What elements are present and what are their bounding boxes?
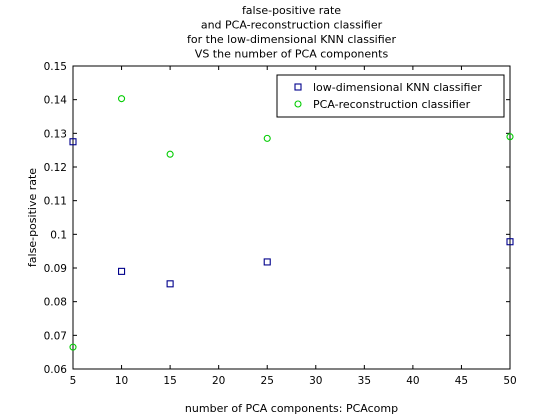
legend-label: PCA-reconstruction classifier [313, 98, 471, 111]
pca-reconstruction-point [506, 133, 514, 141]
y-axis-ticks: 0.06 0.07 0.08 0.09 0.1 0.11 0.12 0.13 0.14 0.15 [44, 61, 510, 376]
y-tick-label: 0.08 [44, 297, 67, 309]
chart-title-line: VS the number of PCA components [195, 48, 389, 61]
y-axis-label: false-positive rate [26, 168, 39, 267]
y-tick-label: 0.06 [44, 364, 68, 376]
pca-reconstruction-point [69, 343, 77, 351]
x-tick-label: 45 [455, 375, 468, 387]
y-tick-label: 0.13 [44, 128, 67, 140]
x-tick-label: 15 [163, 375, 176, 387]
x-axis-label: number of PCA components: PCAcomp [185, 402, 398, 415]
legend-marker [294, 100, 302, 108]
y-tick-label: 0.12 [44, 162, 67, 174]
x-tick-label: 25 [261, 375, 274, 387]
y-tick-label: 0.09 [44, 263, 67, 275]
x-tick-label: 10 [115, 375, 128, 387]
x-tick-label: 35 [358, 375, 371, 387]
y-tick-label: 0.1 [50, 229, 67, 241]
x-tick-label: 20 [212, 375, 225, 387]
x-tick-label: 40 [406, 375, 419, 387]
chart-title-line: false-positive rate [242, 4, 341, 17]
x-axis-ticks: 5 10 15 20 25 30 35 40 45 50 [70, 66, 517, 387]
knn-point [69, 138, 77, 146]
legend: low-dimensional KNN classifier PCA-recons… [276, 74, 505, 118]
knn-point [506, 238, 514, 246]
y-tick-label: 0.11 [44, 196, 67, 208]
pca-reconstruction-point [166, 150, 174, 158]
legend-marker [294, 83, 302, 91]
legend-box [276, 74, 505, 118]
knn-point [118, 267, 126, 275]
knn-point [166, 280, 174, 288]
x-tick-label: 30 [309, 375, 322, 387]
pca-reconstruction-point [118, 95, 126, 103]
plot-area [72, 65, 511, 370]
data-points [69, 95, 514, 351]
y-tick-label: 0.07 [44, 330, 67, 342]
pca-reconstruction-point [263, 134, 271, 142]
y-tick-label: 0.14 [44, 95, 68, 107]
legend-label: low-dimensional KNN classifier [313, 81, 482, 94]
x-tick-label: 50 [503, 375, 516, 387]
chart-title-line: for the low-dimensional KNN classifier [187, 33, 396, 46]
chart-title: false-positive rate and PCA-reconstructio… [187, 4, 396, 61]
knn-point [263, 258, 271, 266]
x-tick-label: 5 [70, 375, 77, 387]
y-tick-label: 0.15 [44, 61, 67, 73]
chart-title-line: and PCA-reconstruction classifier [201, 19, 383, 32]
